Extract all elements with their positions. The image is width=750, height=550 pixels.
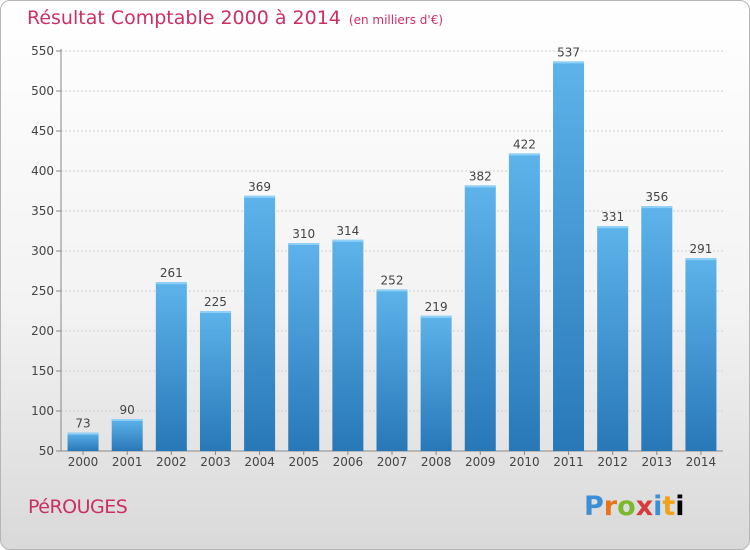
logo-letter: r	[603, 491, 618, 522]
bar-highlight	[155, 282, 187, 285]
y-tick-label: 400	[31, 164, 54, 178]
y-tick-label: 200	[31, 324, 54, 338]
bar-highlight	[288, 243, 320, 245]
logo-letter: i	[653, 491, 663, 522]
x-tick-label: 2014	[686, 455, 717, 469]
bar-highlight	[597, 226, 629, 229]
bar-2002[interactable]	[155, 282, 187, 451]
bar-highlight	[420, 315, 452, 318]
bar-highlight	[332, 239, 364, 242]
data-labels: 73 90 261 225 369 310 314 252 219 382 422 537 331 356…	[75, 45, 712, 430]
x-tick-label: 2000	[68, 455, 99, 469]
data-label: 252	[381, 273, 404, 287]
x-tick-label: 2005	[288, 455, 319, 469]
bar-2001[interactable]	[111, 419, 143, 451]
bar-highlight	[464, 185, 496, 188]
bars	[67, 61, 717, 452]
chart-header: Résultat Comptable 2000 à 2014 (en millie…	[27, 7, 443, 29]
x-tick-label: 2004	[244, 455, 275, 469]
y-tick-label: 500	[31, 84, 54, 98]
bar-highlight	[199, 311, 231, 313]
bar-2004[interactable]	[244, 195, 276, 451]
data-label: 225	[204, 295, 227, 309]
data-label: 314	[336, 224, 359, 238]
data-label: 537	[557, 45, 580, 59]
chart-title: Résultat Comptable 2000 à 2014	[27, 7, 341, 29]
bar-2012[interactable]	[597, 226, 629, 451]
bar-highlight	[67, 432, 99, 435]
data-label: 369	[248, 180, 271, 194]
bar-2009[interactable]	[464, 185, 496, 451]
x-tick-label: 2002	[156, 455, 187, 469]
x-tick-label: 2007	[377, 455, 408, 469]
bar-2007[interactable]	[376, 289, 408, 451]
bar-2010[interactable]	[508, 153, 540, 451]
x-tick-label: 2011	[553, 455, 584, 469]
bar-2011[interactable]	[553, 61, 585, 452]
data-label: 422	[513, 137, 536, 151]
data-label: 90	[120, 403, 135, 417]
chart-subtitle: (en milliers d'€)	[348, 13, 444, 27]
y-tick-label: 300	[31, 244, 54, 258]
data-label: 382	[469, 169, 492, 183]
y-tick-label: 350	[31, 204, 54, 218]
x-tick-label: 2006	[333, 455, 364, 469]
bar-highlight	[553, 61, 585, 64]
data-label: 73	[75, 417, 90, 431]
bar-highlight	[508, 153, 540, 156]
data-label: 261	[160, 266, 183, 280]
y-tick-label: 450	[31, 124, 54, 138]
x-tick-label: 2008	[421, 455, 452, 469]
x-tick-label: 2009	[465, 455, 496, 469]
bar-2013[interactable]	[641, 206, 673, 451]
bar-2005[interactable]	[288, 243, 320, 451]
logo-letter: P	[584, 491, 604, 522]
data-label: 356	[645, 190, 668, 204]
proxiti-logo[interactable]: Proxiti	[584, 491, 685, 522]
bar-highlight	[641, 206, 673, 209]
y-tick-label: 100	[31, 404, 54, 418]
bar-highlight	[376, 289, 408, 292]
axes: 50 100 150 200 250 300 350 400 450 500 550 2000 2001…	[31, 44, 723, 469]
bar-2000[interactable]	[67, 432, 99, 451]
x-tick-label: 2003	[200, 455, 231, 469]
logo-letter: o	[617, 491, 636, 522]
logo-letter: i	[675, 491, 685, 522]
bar-2014[interactable]	[685, 258, 717, 451]
y-tick-label: 250	[31, 284, 54, 298]
data-label: 291	[689, 242, 712, 256]
y-tick-label: 550	[31, 44, 54, 58]
x-tick-label: 2012	[597, 455, 628, 469]
bar-highlight	[685, 258, 717, 261]
bar-2008[interactable]	[420, 315, 452, 451]
commune-name: PéROUGES	[28, 496, 128, 518]
x-tick-label: 2001	[112, 455, 143, 469]
x-tick-label: 2013	[642, 455, 673, 469]
data-label: 219	[425, 300, 448, 314]
data-label: 310	[292, 227, 315, 241]
logo-letter: x	[635, 491, 654, 522]
y-tick-label: 150	[31, 364, 54, 378]
bar-2006[interactable]	[332, 239, 364, 451]
logo-letter: t	[662, 491, 676, 522]
bar-2003[interactable]	[199, 311, 231, 451]
bar-highlight	[111, 419, 143, 421]
y-tick-label: 50	[39, 444, 54, 458]
bar-highlight	[244, 195, 276, 198]
x-tick-label: 2010	[509, 455, 540, 469]
data-label: 331	[601, 210, 624, 224]
